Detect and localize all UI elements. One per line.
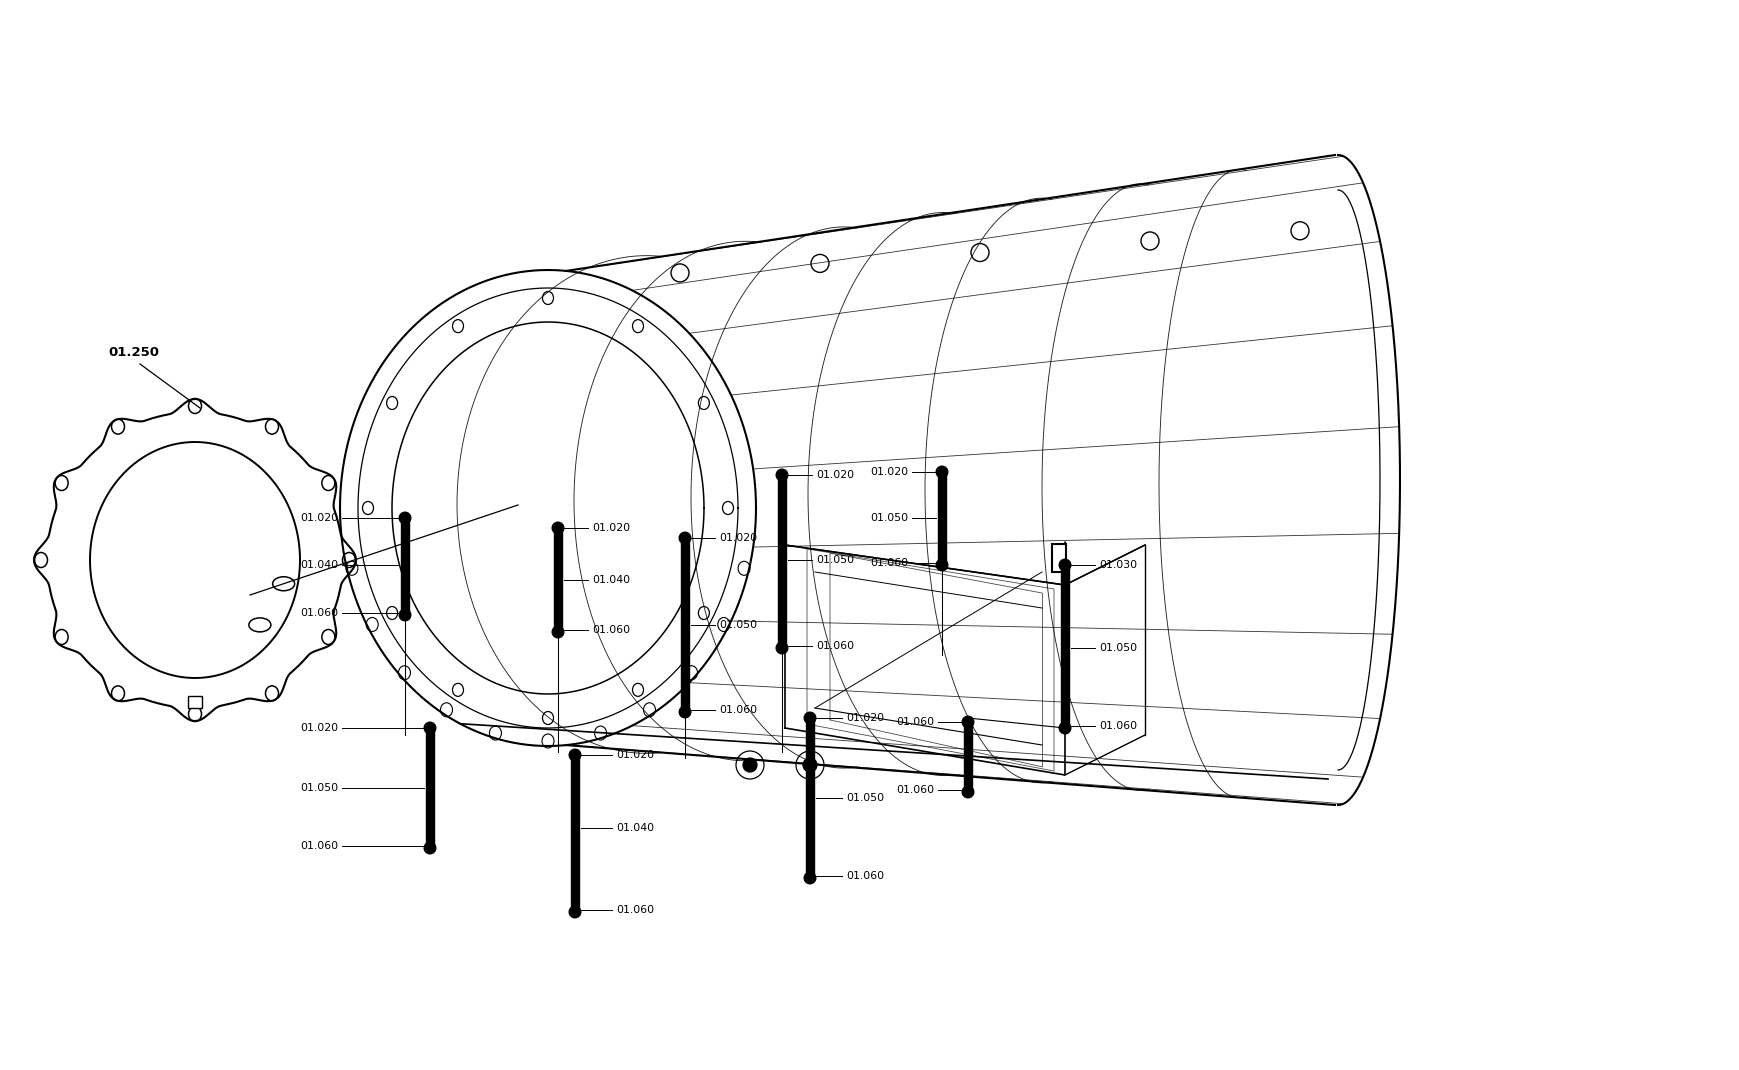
Text: 01.020: 01.020 bbox=[591, 523, 630, 533]
Text: 01.020: 01.020 bbox=[616, 750, 654, 760]
Circle shape bbox=[776, 642, 788, 654]
Text: 01.060: 01.060 bbox=[870, 557, 908, 568]
Circle shape bbox=[803, 872, 816, 884]
Circle shape bbox=[678, 706, 690, 718]
Text: 01.050: 01.050 bbox=[718, 620, 756, 630]
Text: 01.050: 01.050 bbox=[870, 513, 908, 523]
Circle shape bbox=[1059, 722, 1069, 734]
Text: 01.060: 01.060 bbox=[896, 717, 934, 727]
Circle shape bbox=[569, 749, 581, 761]
Text: 01.030: 01.030 bbox=[1099, 560, 1137, 570]
Text: 01.020: 01.020 bbox=[299, 513, 337, 523]
Bar bbox=[680, 538, 689, 712]
Circle shape bbox=[743, 758, 756, 771]
Text: 01.060: 01.060 bbox=[299, 608, 337, 618]
Text: 01.060: 01.060 bbox=[299, 841, 337, 851]
Circle shape bbox=[551, 626, 563, 638]
Circle shape bbox=[776, 470, 788, 480]
Circle shape bbox=[803, 713, 816, 723]
Text: 01.050: 01.050 bbox=[816, 555, 854, 565]
Bar bbox=[963, 722, 972, 792]
Text: 01.060: 01.060 bbox=[591, 625, 630, 635]
Text: 01.050: 01.050 bbox=[1099, 643, 1137, 653]
Circle shape bbox=[936, 560, 948, 570]
Text: 01.020: 01.020 bbox=[299, 723, 337, 733]
Circle shape bbox=[962, 786, 974, 798]
Text: 01.060: 01.060 bbox=[816, 641, 854, 651]
Text: 01.020: 01.020 bbox=[816, 470, 854, 480]
Bar bbox=[937, 472, 946, 565]
Text: 01.050: 01.050 bbox=[845, 793, 883, 802]
Text: 01.060: 01.060 bbox=[845, 871, 883, 881]
Text: 01.020: 01.020 bbox=[870, 467, 908, 477]
Circle shape bbox=[398, 513, 410, 524]
Text: 01.020: 01.020 bbox=[718, 533, 756, 542]
Text: 01.060: 01.060 bbox=[896, 785, 934, 795]
Bar bbox=[1052, 544, 1066, 572]
Circle shape bbox=[936, 467, 948, 478]
Circle shape bbox=[678, 532, 690, 544]
Circle shape bbox=[1059, 560, 1069, 570]
Circle shape bbox=[424, 842, 435, 854]
Text: 01.020: 01.020 bbox=[845, 713, 883, 723]
Text: 01.060: 01.060 bbox=[718, 705, 756, 715]
Circle shape bbox=[424, 722, 435, 734]
Text: 01.040: 01.040 bbox=[591, 575, 630, 585]
Text: 01.040: 01.040 bbox=[299, 560, 337, 570]
Circle shape bbox=[398, 609, 410, 621]
Bar bbox=[400, 518, 409, 615]
Bar bbox=[777, 475, 786, 648]
Bar bbox=[553, 528, 562, 632]
Circle shape bbox=[551, 522, 563, 534]
Text: 01.060: 01.060 bbox=[1099, 721, 1137, 731]
Bar bbox=[805, 718, 814, 878]
Bar bbox=[570, 755, 579, 912]
Circle shape bbox=[802, 758, 817, 771]
Bar bbox=[1061, 565, 1068, 728]
Text: 01.060: 01.060 bbox=[616, 905, 654, 915]
Bar bbox=[188, 696, 202, 708]
Text: 01.050: 01.050 bbox=[299, 783, 337, 793]
Circle shape bbox=[569, 906, 581, 918]
Text: 01.040: 01.040 bbox=[616, 823, 654, 834]
Bar bbox=[426, 728, 433, 849]
Text: 01.250: 01.250 bbox=[108, 346, 158, 358]
Circle shape bbox=[962, 716, 974, 728]
